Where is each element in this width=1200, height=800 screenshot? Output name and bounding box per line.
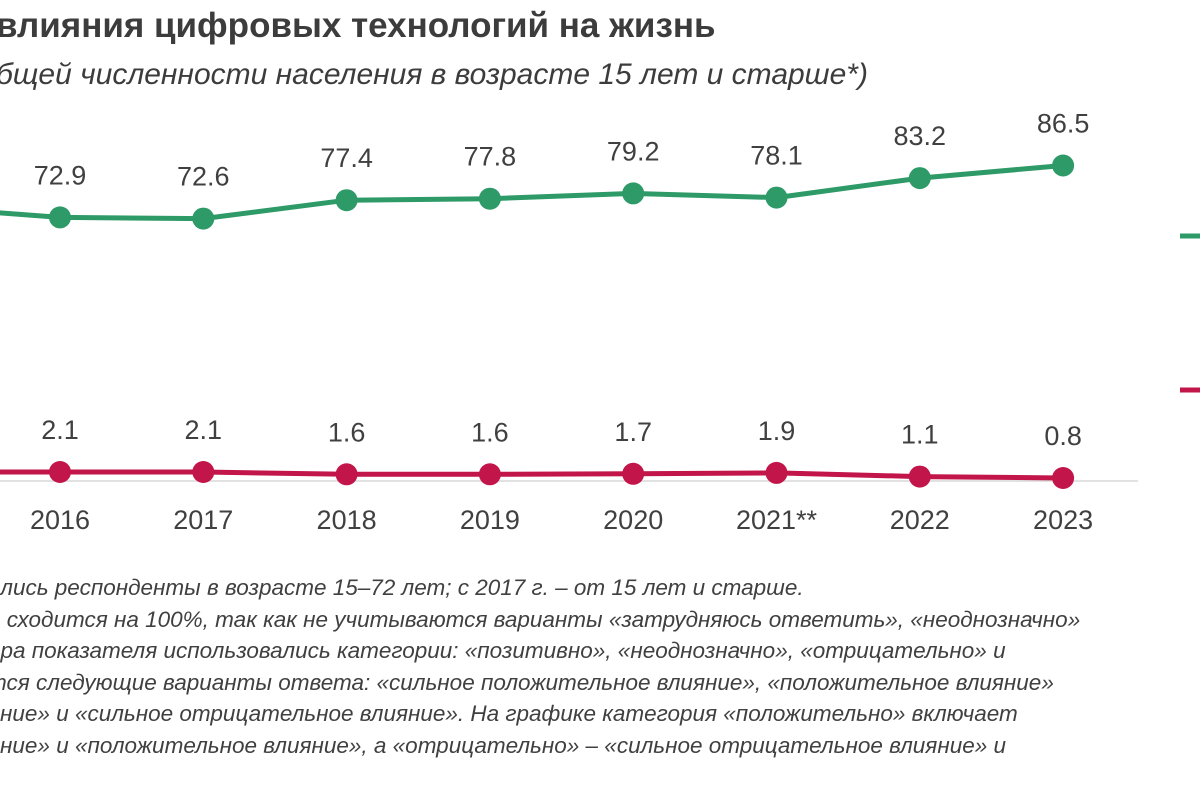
data-label-positive: 72.6 bbox=[177, 162, 230, 192]
footnote-line: е сходится на 100%, так как не учитывают… bbox=[0, 606, 1081, 632]
data-label-negative: 1.6 bbox=[471, 417, 509, 447]
data-point-negative bbox=[1052, 467, 1075, 489]
data-point-negative bbox=[908, 465, 931, 488]
data-point-positive bbox=[335, 189, 358, 212]
data-label-positive: 72.9 bbox=[34, 160, 87, 190]
x-tick-label: 2016 bbox=[30, 505, 90, 535]
x-tick-label: 2022 bbox=[890, 505, 950, 535]
data-label-negative: 2.1 bbox=[41, 415, 79, 445]
data-point-negative bbox=[192, 461, 215, 483]
data-label-negative: 2.1 bbox=[185, 415, 223, 445]
data-point-positive bbox=[908, 167, 931, 190]
data-label-negative: 1.9 bbox=[758, 416, 796, 446]
data-point-positive bbox=[1052, 154, 1075, 177]
x-tick-label: 2017 bbox=[173, 505, 233, 535]
line-chart: 72.9 72.6 77.4 77.8 79.2 78.1 83.2 86.5 2.1 2.1 1.… bbox=[0, 109, 1200, 535]
data-point-negative bbox=[49, 461, 71, 483]
chart-subtitle: бщей численности населения в возрасте 15… bbox=[0, 58, 868, 91]
chart-title: влияния цифровых технологий на жизнь bbox=[0, 6, 716, 45]
data-label-negative: 1.6 bbox=[328, 417, 366, 447]
data-point-negative bbox=[478, 463, 501, 486]
footnote-line: яние» и «сильное отрицательное влияние».… bbox=[0, 701, 1018, 726]
data-point-positive bbox=[192, 207, 215, 230]
footnotes: ались респонденты в возрасте 15–72 лет; … bbox=[0, 572, 1200, 761]
data-label-positive: 77.8 bbox=[464, 142, 517, 172]
footnote-line: яние» и «положительное влияние», а «отри… bbox=[0, 732, 1007, 758]
footnote-line: ались респонденты в возрасте 15–72 лет; … bbox=[0, 575, 804, 600]
data-label-negative: 1.7 bbox=[614, 417, 652, 447]
data-point-positive bbox=[765, 186, 788, 209]
data-point-positive bbox=[49, 206, 71, 229]
data-label-positive: 86.5 bbox=[1037, 109, 1090, 139]
data-label-negative: 0.8 bbox=[1044, 421, 1082, 451]
x-tick-label: 2023 bbox=[1033, 505, 1093, 535]
data-label-positive: 78.1 bbox=[750, 141, 803, 171]
footnote-line: ера показателя использовались категории:… bbox=[0, 638, 1006, 663]
x-tick-label: 2018 bbox=[317, 505, 377, 535]
data-point-negative bbox=[765, 461, 788, 484]
data-label-positive: 83.2 bbox=[894, 121, 947, 151]
data-label-positive: 77.4 bbox=[320, 143, 373, 173]
data-label-negative: 1.1 bbox=[901, 420, 939, 450]
data-label-positive: 79.2 bbox=[607, 136, 660, 166]
data-point-positive bbox=[478, 187, 501, 210]
series-line-negative bbox=[0, 469, 1064, 481]
x-tick-label: 2019 bbox=[460, 505, 520, 535]
x-tick-label: 2020 bbox=[603, 505, 663, 535]
footnote-line: тся следующие варианты ответа: «сильное … bbox=[0, 669, 1054, 695]
data-point-positive bbox=[622, 182, 645, 205]
series-line-positive bbox=[0, 163, 1064, 222]
data-point-negative bbox=[622, 462, 645, 485]
data-point-negative bbox=[335, 463, 358, 486]
x-tick-label: 2021** bbox=[736, 505, 818, 535]
